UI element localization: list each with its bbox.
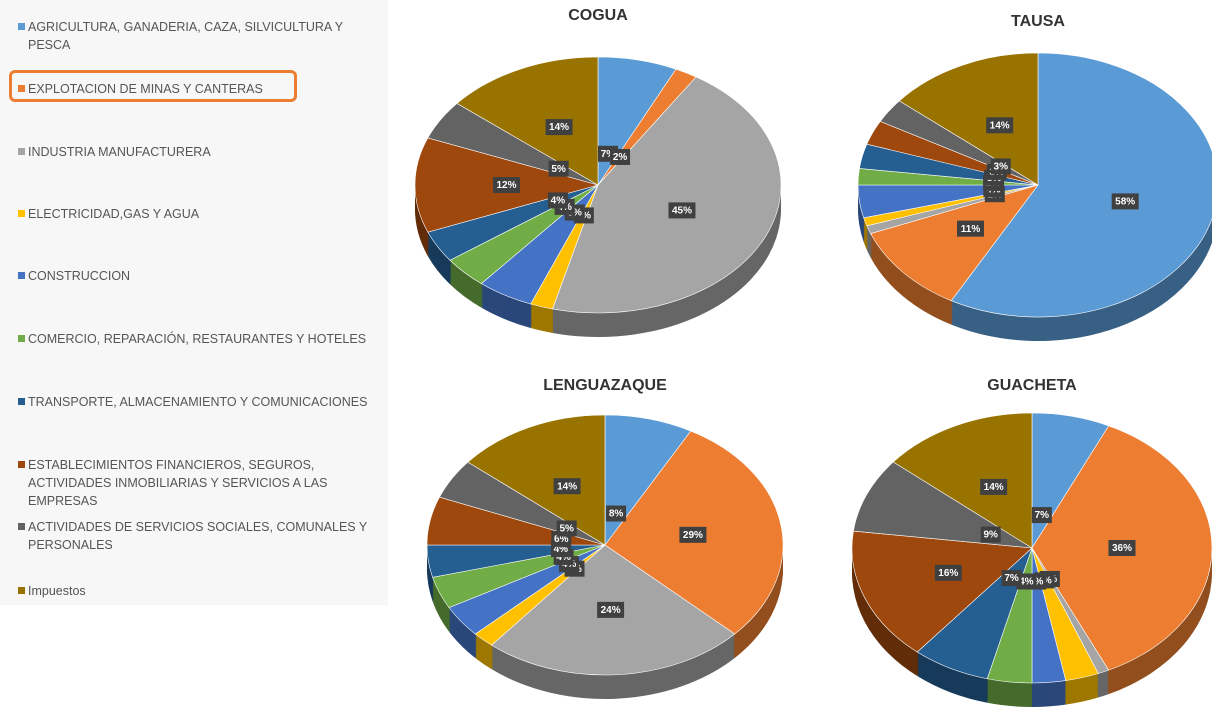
data-label-bg — [493, 177, 520, 193]
data-label: 4% — [1019, 577, 1034, 588]
legend-label: ACTIVIDADES DE SERVICIOS SOCIALES, COMUN… — [28, 520, 367, 552]
highlight-box — [9, 70, 297, 102]
legend-label: COMERCIO, REPARACIÓN, RESTAURANTES Y HOT… — [28, 332, 367, 346]
data-label: 9% — [983, 530, 998, 541]
legend-swatch — [18, 461, 25, 468]
data-label: 5% — [567, 208, 582, 219]
data-label: 14% — [557, 481, 577, 492]
data-label: 6% — [554, 534, 569, 545]
data-label-bg — [606, 505, 627, 522]
legend-item: CONSTRUCCION — [18, 267, 378, 285]
chart-title: COGUA — [568, 7, 628, 24]
data-label: 4% — [554, 544, 569, 555]
legend-swatch — [18, 398, 25, 405]
legend-label: INDUSTRIA MANUFACTURERA — [28, 145, 211, 159]
data-label: 45% — [672, 206, 692, 217]
legend-item: COMERCIO, REPARACIÓN, RESTAURANTES Y HOT… — [18, 330, 378, 348]
data-label-bg — [668, 202, 696, 219]
data-label-bg — [610, 148, 631, 165]
legend-label: ELECTRICIDAD,GAS Y AGUA — [28, 207, 200, 221]
data-label: 4% — [551, 196, 566, 207]
legend-swatch — [18, 85, 25, 92]
slice — [851, 530, 1033, 653]
legend-item: EXPLOTACION DE MINAS Y CANTERAS — [18, 80, 378, 98]
slice — [950, 52, 1212, 318]
legend-swatch — [18, 523, 25, 530]
data-label-bg — [556, 520, 577, 537]
slice — [604, 414, 692, 546]
slice — [552, 76, 782, 314]
data-label: 7% — [1004, 573, 1019, 584]
legend-swatch — [18, 210, 25, 217]
slice — [853, 461, 1033, 549]
data-label: 14% — [990, 120, 1010, 131]
data-label-bg — [1001, 570, 1022, 587]
data-label-bg — [547, 192, 568, 209]
data-label-bg — [934, 564, 962, 581]
legend-swatch — [18, 23, 25, 30]
data-label-bg — [990, 158, 1011, 175]
data-label-bg — [1111, 193, 1139, 210]
legend-item: ELECTRICIDAD,GAS Y AGUA — [18, 205, 378, 223]
data-label-bg — [986, 117, 1014, 134]
data-label: 5% — [551, 164, 566, 175]
data-label: 58% — [1115, 197, 1135, 208]
legend-label: EXPLOTACION DE MINAS Y CANTERAS — [28, 82, 263, 96]
data-label-bg — [553, 478, 581, 495]
data-label: 2% — [613, 152, 628, 163]
data-label: 11% — [961, 224, 981, 235]
data-label-bg — [980, 478, 1008, 495]
data-label: 12% — [496, 180, 516, 191]
data-label: 24% — [601, 605, 621, 616]
data-label-bg — [980, 526, 1001, 543]
data-label: 16% — [938, 568, 958, 579]
legend-swatch — [18, 587, 25, 594]
slice — [870, 184, 1039, 302]
legend-item: INDUSTRIA MANUFACTURERA — [18, 143, 378, 161]
chart-title: GUACHETA — [987, 377, 1077, 394]
slice — [898, 52, 1039, 186]
legend-swatch — [18, 148, 25, 155]
data-label: 29% — [683, 530, 703, 541]
data-label: 36% — [1112, 543, 1132, 554]
data-label-bg — [1108, 540, 1136, 556]
legend-swatch — [18, 272, 25, 279]
legend-swatch — [18, 335, 25, 342]
data-label: 14% — [549, 122, 569, 133]
legend-label: CONSTRUCCION — [28, 269, 131, 283]
data-label-bg — [597, 601, 625, 618]
data-label: 5% — [559, 524, 574, 535]
data-label-bg — [956, 220, 984, 237]
data-label-bg — [548, 160, 569, 177]
legend-item: ESTABLECIMIENTOS FINANCIEROS, SEGUROS, A… — [18, 456, 378, 510]
data-label: 4% — [556, 552, 571, 563]
legend-label: ESTABLECIMIENTOS FINANCIEROS, SEGUROS, A… — [28, 458, 328, 508]
chart-title: TAUSA — [1011, 13, 1065, 30]
slice — [456, 56, 599, 186]
data-label: 7% — [1035, 510, 1050, 521]
legend-item: Impuestos — [18, 582, 378, 600]
slice — [892, 412, 1033, 549]
legend-label: Impuestos — [28, 584, 86, 598]
legend-item: ACTIVIDADES DE SERVICIOS SOCIALES, COMUN… — [18, 518, 378, 554]
data-label-bg — [679, 526, 707, 543]
data-label: 7% — [601, 149, 616, 160]
legend-label: AGRICULTURA, GANADERIA, CAZA, SILVICULTU… — [28, 20, 343, 52]
legend-item: TRANSPORTE, ALMACENAMIENTO Y COMUNICACIO… — [18, 393, 378, 411]
chart-title: LENGUAZAQUE — [543, 377, 667, 394]
legend-item: AGRICULTURA, GANADERIA, CAZA, SILVICULTU… — [18, 18, 378, 54]
data-label: 8% — [609, 509, 624, 520]
data-label: 14% — [984, 482, 1004, 493]
slice — [467, 414, 606, 546]
legend-label: TRANSPORTE, ALMACENAMIENTO Y COMUNICACIO… — [28, 395, 368, 409]
data-label-bg — [1031, 507, 1052, 524]
data-label: 3% — [994, 162, 1009, 173]
data-label-bg — [545, 119, 573, 136]
